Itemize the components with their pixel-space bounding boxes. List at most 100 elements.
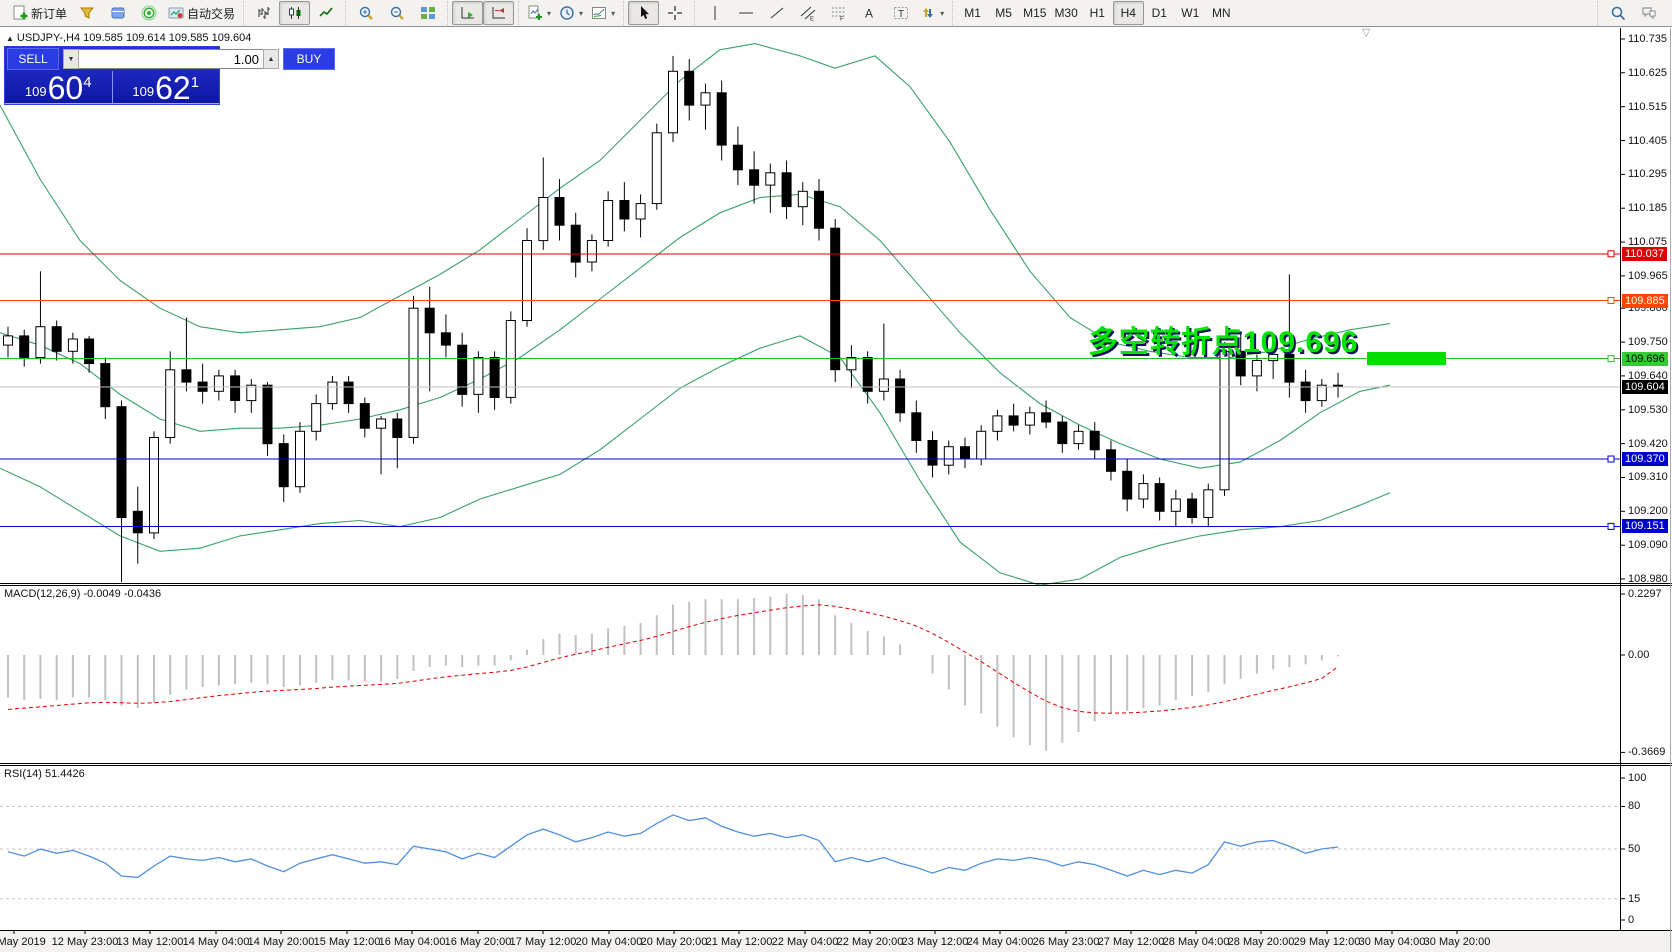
auto-trading-button[interactable]: 自动交易 (164, 1, 239, 25)
line-endpoint-marker[interactable] (1607, 355, 1615, 363)
volume-decrease-button[interactable]: ▼ (63, 49, 79, 69)
time-label: 16 May 20:00 (444, 936, 512, 948)
bear-candle-body (1187, 498, 1198, 518)
signals-button[interactable] (133, 1, 164, 25)
tf-m1-button[interactable]: M1 (957, 1, 988, 25)
fibonacci-button[interactable]: F (823, 1, 854, 25)
line-endpoint-marker[interactable] (1607, 522, 1615, 530)
price-tick-label: 110.075 (1628, 236, 1667, 248)
zoom-in-button[interactable] (350, 1, 381, 25)
price-tick-label: 110.625 (1628, 67, 1667, 79)
tf-m30-button[interactable]: M30 (1050, 1, 1081, 25)
chevron-down-icon[interactable]: ▾ (611, 8, 616, 18)
time-label: 14 May 04:00 (182, 936, 250, 948)
chart-shift-button[interactable] (483, 1, 515, 25)
bull-candle-body (1138, 483, 1149, 500)
auto-scroll-button[interactable] (452, 1, 484, 25)
line-endpoint-marker[interactable] (1607, 250, 1615, 258)
new-order-button[interactable]: 新订单 (8, 1, 71, 25)
sell-button[interactable]: SELL (7, 48, 59, 70)
auto-scroll-icon (460, 5, 476, 21)
templates-button[interactable]: ▾ (587, 1, 619, 25)
bull-candle-body (846, 357, 857, 371)
horizontal-line-button[interactable] (730, 1, 761, 25)
time-label: 28 May 04:00 (1162, 936, 1230, 948)
candlestick-chart-button[interactable] (279, 1, 311, 25)
text-button[interactable]: A (854, 1, 885, 25)
search-icon (1610, 5, 1626, 21)
bull-candle-body (311, 403, 322, 432)
bull-candle-body (878, 378, 889, 392)
bar-chart-button[interactable] (248, 1, 279, 25)
price-level-label: 109.885 (1622, 294, 1668, 308)
periods-button[interactable]: ▾ (555, 1, 587, 25)
bear-candle-body (1008, 415, 1019, 426)
bull-candle-body (376, 418, 387, 429)
buy-button[interactable]: BUY (283, 48, 335, 70)
chevron-down-icon[interactable]: ▾ (940, 8, 945, 18)
vertical-line-button[interactable] (699, 1, 730, 25)
toolbar-group (345, 1, 447, 25)
tf-m15-button[interactable]: M15 (1019, 1, 1050, 25)
funnel-icon (79, 5, 95, 21)
bull-candle-body (586, 240, 597, 263)
chat-button[interactable] (1633, 1, 1664, 25)
sell-price[interactable]: 109 60 4 (5, 71, 113, 104)
bull-candle-body (1170, 498, 1181, 512)
tf-w1-button[interactable]: W1 (1175, 1, 1206, 25)
bull-candle-body (700, 92, 711, 106)
price-tick-label: 109.310 (1628, 471, 1668, 483)
chart-candles-icon (287, 5, 303, 21)
zoom-out-button[interactable] (381, 1, 412, 25)
cursor-icon (636, 5, 652, 21)
bull-candle-body (3, 335, 13, 346)
time-label: 23 May 12:00 (901, 936, 969, 948)
bear-candle-body (911, 412, 922, 441)
indicators-button[interactable]: ▾ (523, 1, 555, 25)
trendline-button[interactable] (761, 1, 792, 25)
cursor-button[interactable] (628, 1, 660, 25)
bear-candle-body (100, 363, 111, 408)
chart-shift-marker[interactable]: ▽ (1362, 27, 1371, 39)
buy-price[interactable]: 109 62 1 (112, 71, 219, 104)
tile-icon (420, 5, 436, 21)
bear-candle-body (895, 378, 906, 414)
line-endpoint-marker[interactable] (1607, 455, 1615, 463)
tf-d1-button[interactable]: D1 (1144, 1, 1175, 25)
rsi-label: RSI(14) 51.4426 (4, 768, 85, 780)
volume-increase-button[interactable]: ▲ (263, 49, 279, 69)
tile-windows-button[interactable] (412, 1, 443, 25)
collapse-panel-icon[interactable]: ▲ (6, 34, 14, 43)
time-label: 14 May 20:00 (247, 936, 315, 948)
text-label-button[interactable]: T (885, 1, 916, 25)
volume-input[interactable] (79, 49, 263, 69)
arrow-objects-button[interactable]: ▾ (916, 1, 948, 25)
toolbar-group: ▾ ▾ ▾ (518, 1, 623, 25)
price-tick-label: 109.420 (1628, 438, 1668, 450)
search-button[interactable] (1602, 1, 1633, 25)
price-level-label: 109.604 (1622, 380, 1668, 394)
bull-candle-body (327, 381, 338, 405)
bear-candle-body (1284, 353, 1295, 383)
macd-signal-line (7, 604, 1339, 714)
bull-candle-body (1219, 350, 1230, 491)
styles-button[interactable] (71, 1, 102, 25)
chevron-down-icon[interactable]: ▾ (579, 8, 584, 18)
tf-h1-button[interactable]: H1 (1082, 1, 1113, 25)
bull-candle-body (1251, 360, 1262, 377)
tf-m5-button[interactable]: M5 (988, 1, 1019, 25)
bear-candle-body (781, 172, 792, 208)
crosshair-button[interactable] (659, 1, 690, 25)
profiles-button[interactable] (102, 1, 133, 25)
chevron-down-icon[interactable]: ▾ (547, 8, 552, 18)
line-endpoint-marker[interactable] (1607, 297, 1615, 304)
tf-mn-button[interactable]: MN (1206, 1, 1237, 25)
bear-candle-body (570, 224, 581, 263)
tf-h4-button[interactable]: H4 (1112, 1, 1144, 25)
line-chart-button[interactable] (310, 1, 341, 25)
bull-candle-body (67, 338, 78, 352)
bull-candle-body (1024, 412, 1035, 426)
equidistant-channel-button[interactable]: E (792, 1, 823, 25)
